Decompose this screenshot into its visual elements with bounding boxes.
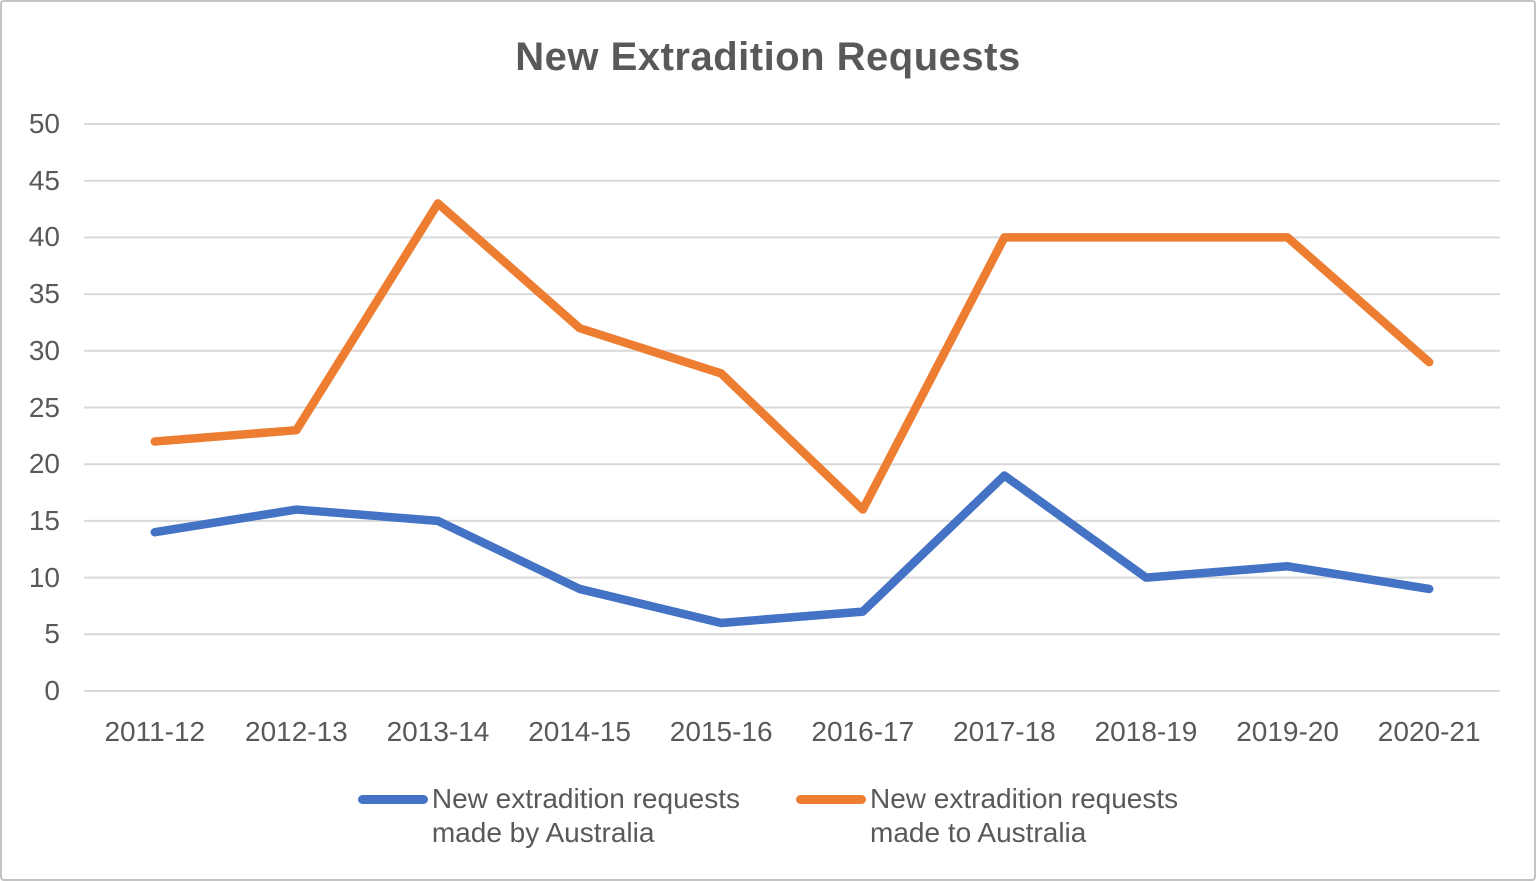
x-tick-label-2012-13: 2012-13: [245, 716, 348, 747]
legend-label-line2: made to Australia: [870, 817, 1087, 848]
x-tick-label-2011-12: 2011-12: [104, 716, 206, 747]
chart-title: New Extradition Requests: [515, 35, 1021, 79]
y-tick-label-45: 45: [28, 164, 60, 196]
y-tick-label-25: 25: [28, 391, 60, 423]
legend-item-made-by-australia: New extradition requests made by Austral…: [357, 782, 740, 850]
legend-item-made-to-australia: New extradition requests made to Austral…: [796, 782, 1178, 850]
x-tick-label-2019-20: 2019-20: [1236, 716, 1339, 747]
y-tick-label-40: 40: [28, 221, 60, 253]
series-line-made-to-australia: [150, 199, 1434, 514]
y-tick-label-30: 30: [28, 334, 60, 366]
y-tick-label-20: 20: [28, 448, 60, 480]
legend-label-line1: New extradition requests: [431, 783, 740, 814]
y-tick-label-0: 0: [44, 675, 60, 706]
x-tick-label-2016-17: 2016-17: [811, 716, 915, 747]
y-tick-label-10: 10: [28, 561, 60, 593]
x-tick-label-2015-16: 2015-16: [669, 716, 773, 747]
legend-label-line1: New extradition requests: [870, 783, 1179, 814]
x-tick-label-2014-15: 2014-15: [528, 716, 631, 747]
legend-label: New extradition requests made by Austral…: [432, 782, 740, 850]
y-tick-label-5: 5: [44, 618, 60, 650]
legend-label: New extradition requests made to Austral…: [870, 782, 1178, 850]
y-tick-label-35: 35: [28, 278, 60, 310]
y-tick-label-50: 50: [28, 108, 60, 139]
chart-legend: New extradition requests made by Austral…: [2, 782, 1534, 850]
x-tick-label-2017-18: 2017-18: [953, 716, 1056, 747]
legend-label-line2: made by Australia: [431, 817, 655, 848]
legend-line-swatch-orange: [796, 795, 866, 804]
x-tick-label-2018-19: 2018-19: [1094, 716, 1198, 747]
y-tick-label-15: 15: [28, 504, 60, 536]
series-line-made-by-australia: [150, 471, 1434, 628]
x-tick-label-2013-14: 2013-14: [386, 716, 490, 747]
x-tick-label-2020-21: 2020-21: [1377, 716, 1481, 747]
legend-line-swatch-blue: [357, 795, 428, 804]
